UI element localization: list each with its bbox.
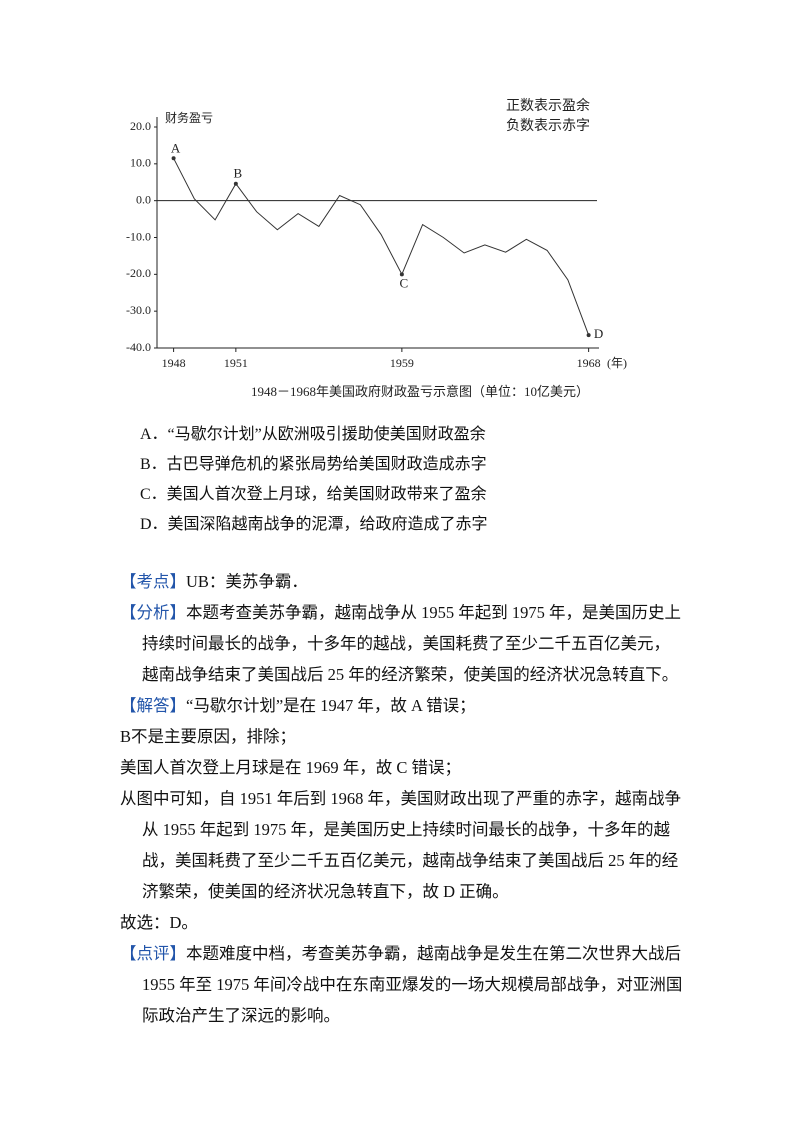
line xyxy=(173,158,590,336)
point xyxy=(171,156,176,161)
x-tick-label: 1968 xyxy=(577,356,601,370)
point-label: D xyxy=(594,326,603,341)
x-tick-label: 1959 xyxy=(390,356,414,370)
option: C．美国人首次登上月球，给美国财政带来了盈余 xyxy=(140,486,487,503)
y-tick-label: 10.0 xyxy=(130,156,151,170)
point-label: B xyxy=(234,166,243,181)
option: A．“马歇尔计划”从欧洲吸引援助使美国财政盈余 xyxy=(140,426,486,443)
x-tick-label: 1951 xyxy=(224,356,248,370)
option: D．美国深陷越南战争的泥潭，给政府造成了赤字 xyxy=(140,516,488,533)
y-tick-label: -30.0 xyxy=(126,303,151,317)
y-tick-label: 0.0 xyxy=(136,192,151,206)
point xyxy=(399,272,404,277)
caption: 1948－1968年美国政府财政盈亏示意图（单位：10亿美元） xyxy=(251,384,589,399)
point xyxy=(586,333,591,338)
y-tick-label: -10.0 xyxy=(126,229,151,243)
paragraph: 故选：D。 xyxy=(120,907,685,938)
paragraph-text: UB：美苏争霸． xyxy=(186,572,308,591)
paragraph-text: 美国人首次登上月球是在 1969 年，故 C 错误； xyxy=(120,758,462,777)
point xyxy=(233,181,238,186)
option: B．古巴导弹危机的紧张局势给美国财政造成赤字 xyxy=(140,456,487,473)
paragraph: 美国人首次登上月球是在 1969 年，故 C 错误； xyxy=(120,752,685,783)
paragraph: 【考点】UB：美苏争霸． xyxy=(120,566,685,597)
paragraph-text: 从图中可知，自 1951 年后到 1968 年，美国财政出现了严重的赤字，越南战… xyxy=(120,789,681,901)
y-axis-label: 财务盈亏 xyxy=(165,110,213,125)
analysis: 【考点】UB：美苏争霸． 【分析】本题考查美苏争霸，越南战争从 1955 年起到 … xyxy=(120,566,685,1031)
paragraph: 【分析】本题考查美苏争霸，越南战争从 1955 年起到 1975 年，是美国历史… xyxy=(120,597,685,690)
y-tick-label: -40.0 xyxy=(126,340,151,354)
paragraph: B不是主要原因，排除； xyxy=(120,721,685,752)
y-tick-label: -20.0 xyxy=(126,266,151,280)
paragraph: 从图中可知，自 1951 年后到 1968 年，美国财政出现了严重的赤字，越南战… xyxy=(120,783,685,907)
section-tag: 【考点】 xyxy=(120,572,186,591)
paragraph-text: 本题考查美苏争霸，越南战争从 1955 年起到 1975 年，是美国历史上持续时… xyxy=(142,603,681,684)
point-label: C xyxy=(400,275,409,290)
options: A．“马歇尔计划”从欧洲吸引援助使美国财政盈余 B．古巴导弹危机的紧张局势给美国财… xyxy=(140,420,488,540)
section-tag: 【解答】 xyxy=(120,696,186,715)
paragraph-text: 本题难度中档，考查美苏争霸，越南战争是发生在第二次世界大战后 1955 年至 1… xyxy=(142,944,683,1025)
section-tag: 【点评】 xyxy=(120,944,186,963)
section-tag: 【分析】 xyxy=(120,603,186,622)
paragraph: 【点评】本题难度中档，考查美苏争霸，越南战争是发生在第二次世界大战后 1955 … xyxy=(120,938,685,1031)
annotation: 正数表示盈余 xyxy=(506,97,590,114)
y-tick-label: 20.0 xyxy=(130,119,151,133)
paragraph: 【解答】“马歇尔计划”是在 1947 年，故 A 错误； xyxy=(120,690,685,721)
annotation: 负数表示赤字 xyxy=(506,118,590,134)
x-unit: (年) xyxy=(607,356,627,370)
paragraph-text: “马歇尔计划”是在 1947 年，故 A 错误； xyxy=(186,696,476,715)
point-label: A xyxy=(171,140,181,155)
x-tick-label: 1948 xyxy=(162,356,186,370)
paragraph-text: 故选：D。 xyxy=(120,913,198,932)
paragraph-text: B不是主要原因，排除； xyxy=(120,727,297,746)
